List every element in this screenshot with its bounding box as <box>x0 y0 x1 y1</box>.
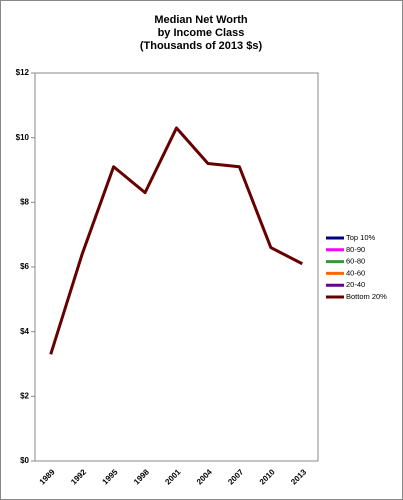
chart-title: Median Net Worth <box>154 14 248 26</box>
y-tick-label: $6 <box>20 262 29 271</box>
y-tick-label: $4 <box>20 327 29 336</box>
chart-title: by Income Class <box>158 27 245 39</box>
legend-label: Top 10% <box>346 233 376 242</box>
legend-label: 60-80 <box>346 257 365 266</box>
legend-label: 20-40 <box>346 280 365 289</box>
y-tick-label: $12 <box>16 68 30 77</box>
series-line <box>49 126 303 355</box>
y-tick-label: $8 <box>20 197 29 206</box>
y-tick-label: $2 <box>20 391 29 400</box>
legend-label: 80-90 <box>346 245 365 254</box>
chart-title: (Thousands of 2013 $s) <box>140 40 263 52</box>
legend-label: 40-60 <box>346 268 365 277</box>
legend-label: Bottom 20% <box>346 292 387 301</box>
plot-area <box>34 72 319 462</box>
y-tick-label: $0 <box>20 456 29 465</box>
y-tick-label: $10 <box>16 133 30 142</box>
